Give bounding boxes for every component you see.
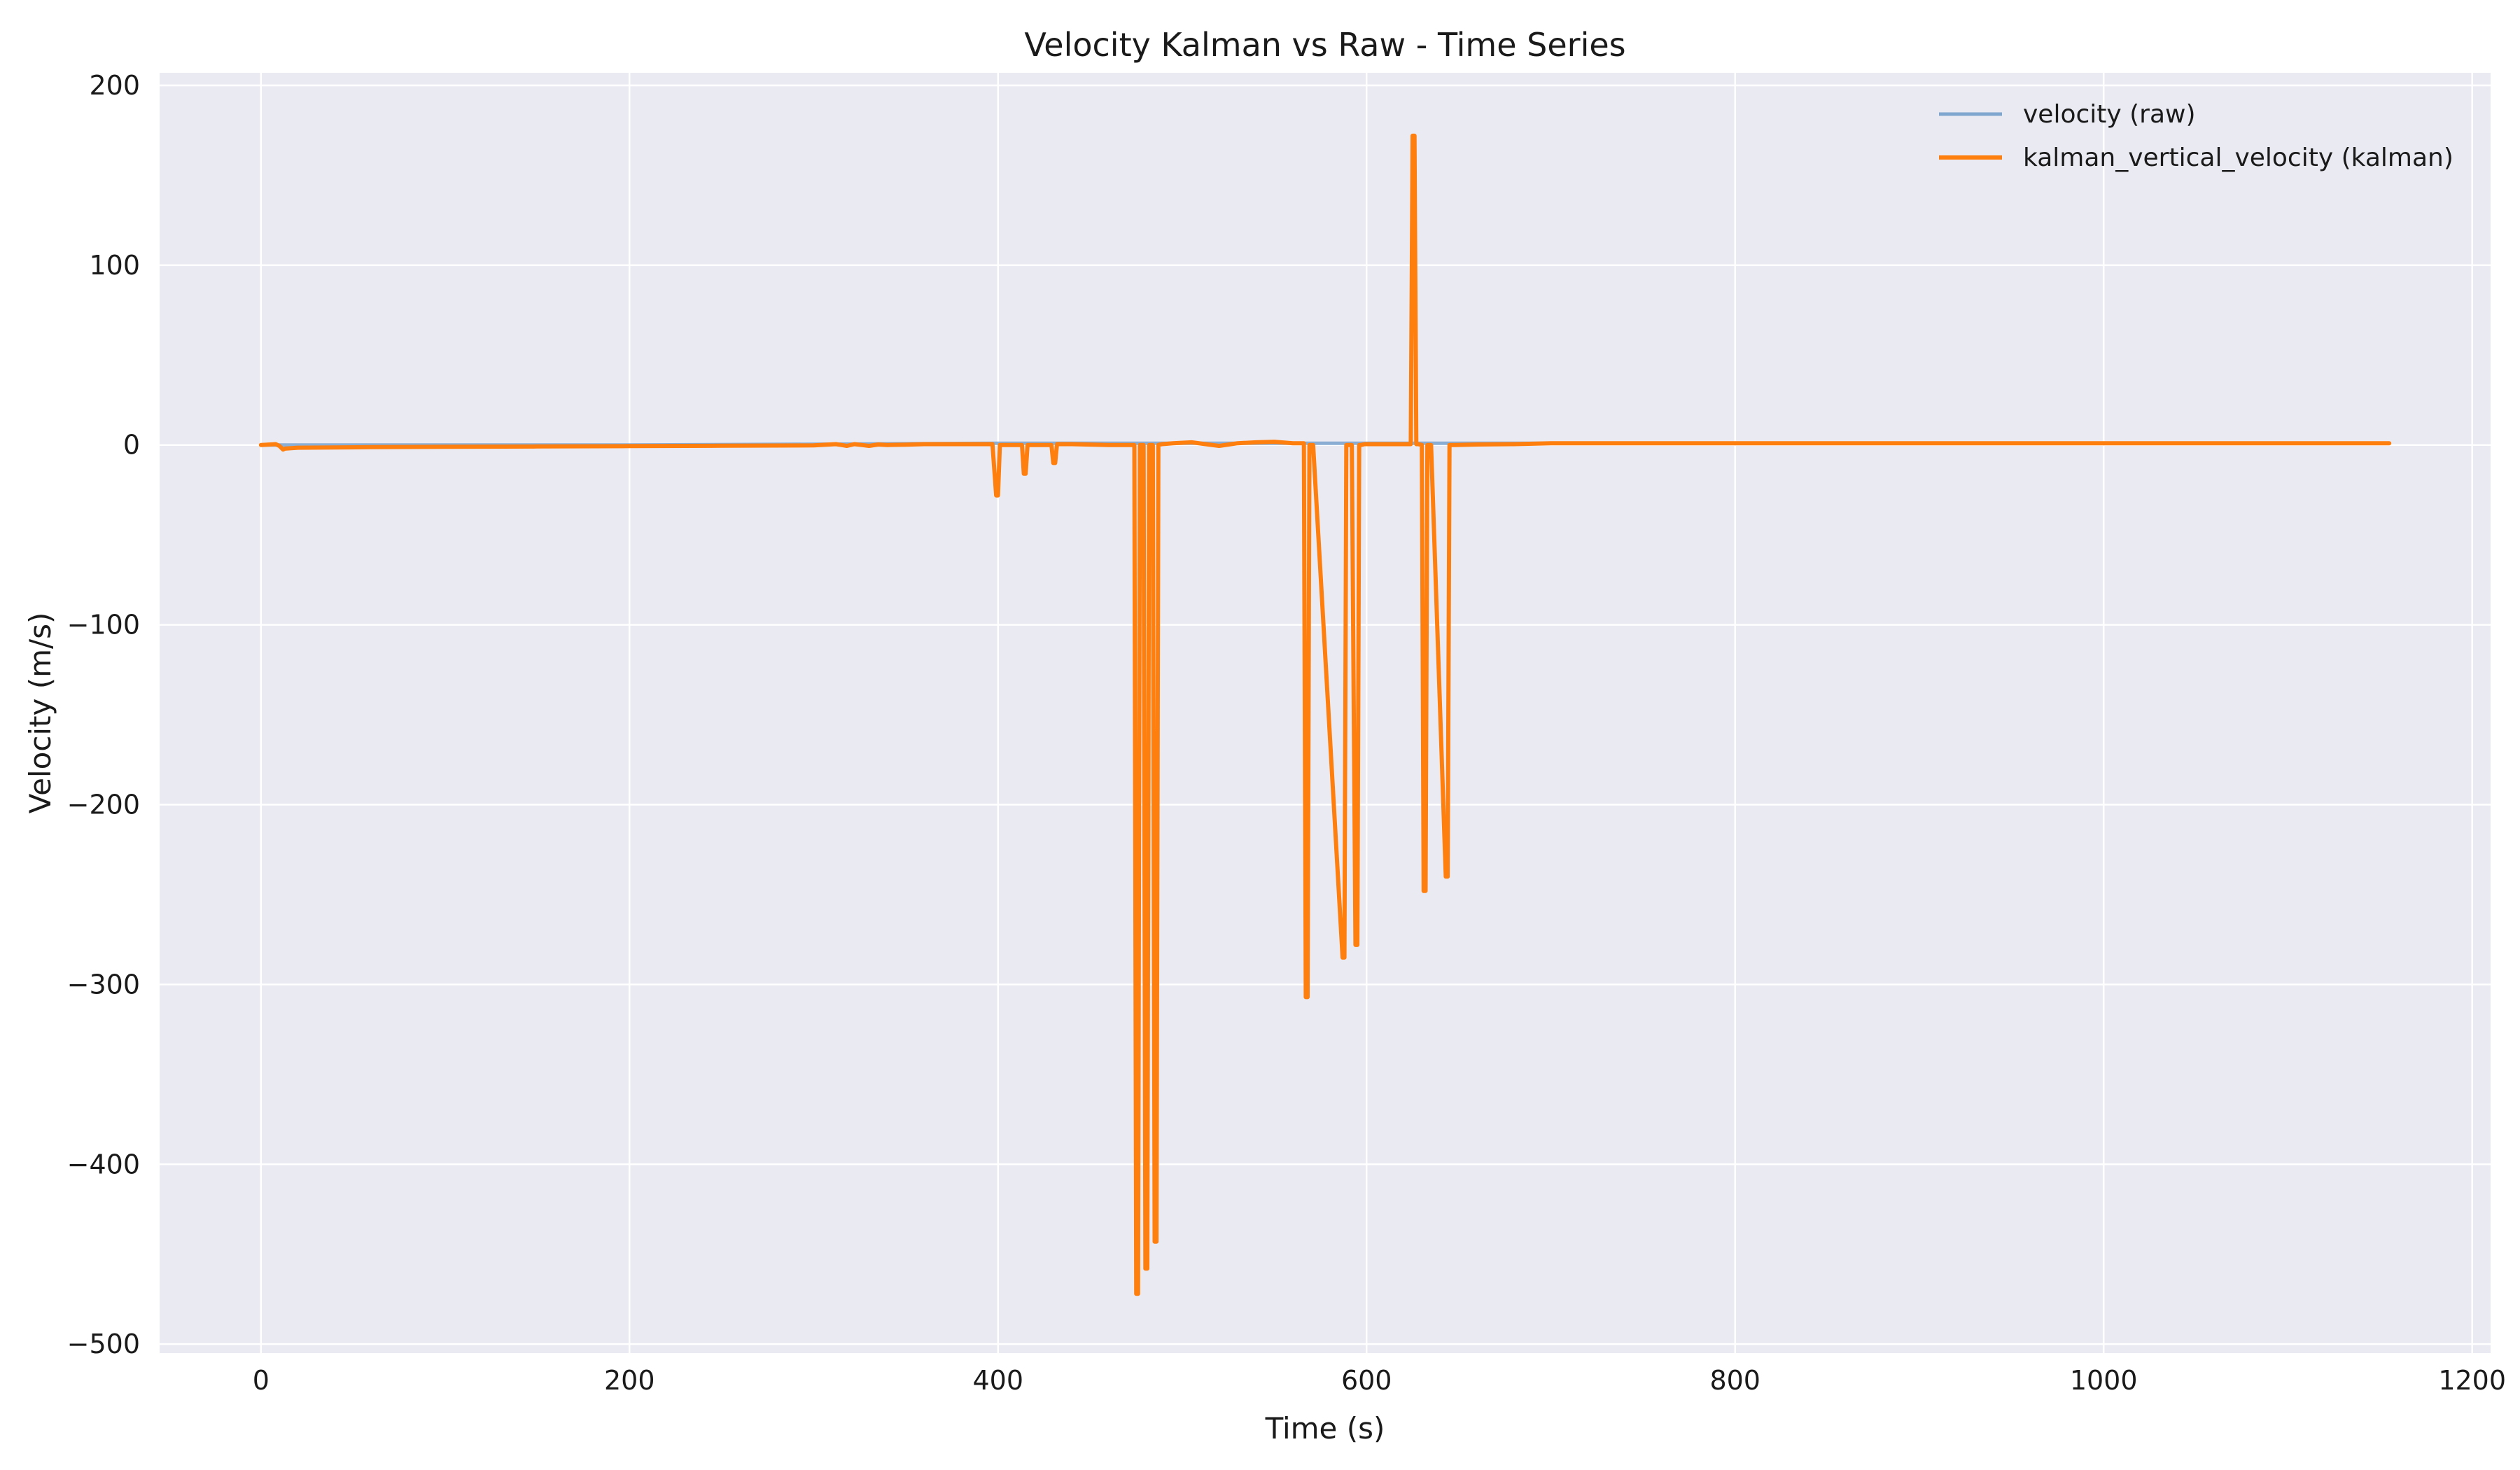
series-layer bbox=[258, 133, 2392, 1296]
series-line-kalman bbox=[258, 133, 2392, 1296]
x-axis-label: Time (s) bbox=[1265, 1411, 1385, 1446]
x-tick-label: 1200 bbox=[2438, 1365, 2506, 1396]
tick-labels: 0 200 400 600 800 1000 12002001000−100−200−300… bbox=[67, 70, 2506, 1396]
x-tick-label: 1000 bbox=[2070, 1365, 2138, 1396]
x-tick-label: 200 bbox=[604, 1365, 655, 1396]
y-tick-label: 100 bbox=[89, 250, 140, 281]
plot-area-background bbox=[160, 73, 2491, 1353]
legend: velocity (raw) kalman_vertical_velocity … bbox=[1939, 100, 2454, 172]
y-tick-label: 0 bbox=[123, 430, 140, 461]
y-tick-label: −400 bbox=[67, 1149, 140, 1180]
x-tick-label: 0 bbox=[253, 1365, 270, 1396]
y-axis-label: Velocity (m/s) bbox=[23, 612, 57, 814]
x-tick-label: 600 bbox=[1341, 1365, 1392, 1396]
y-tick-label: −200 bbox=[67, 790, 140, 820]
x-tick-label: 800 bbox=[1709, 1365, 1760, 1396]
legend-label-raw: velocity (raw) bbox=[2023, 100, 2196, 129]
y-tick-label: −100 bbox=[67, 610, 140, 640]
x-tick-label: 400 bbox=[972, 1365, 1023, 1396]
y-tick-label: −500 bbox=[67, 1329, 140, 1359]
y-tick-label: −300 bbox=[67, 969, 140, 1000]
chart-title: Velocity Kalman vs Raw - Time Series bbox=[1024, 26, 1625, 64]
y-tick-label: 200 bbox=[89, 70, 140, 101]
legend-label-kalman: kalman_vertical_velocity (kalman) bbox=[2023, 144, 2454, 172]
